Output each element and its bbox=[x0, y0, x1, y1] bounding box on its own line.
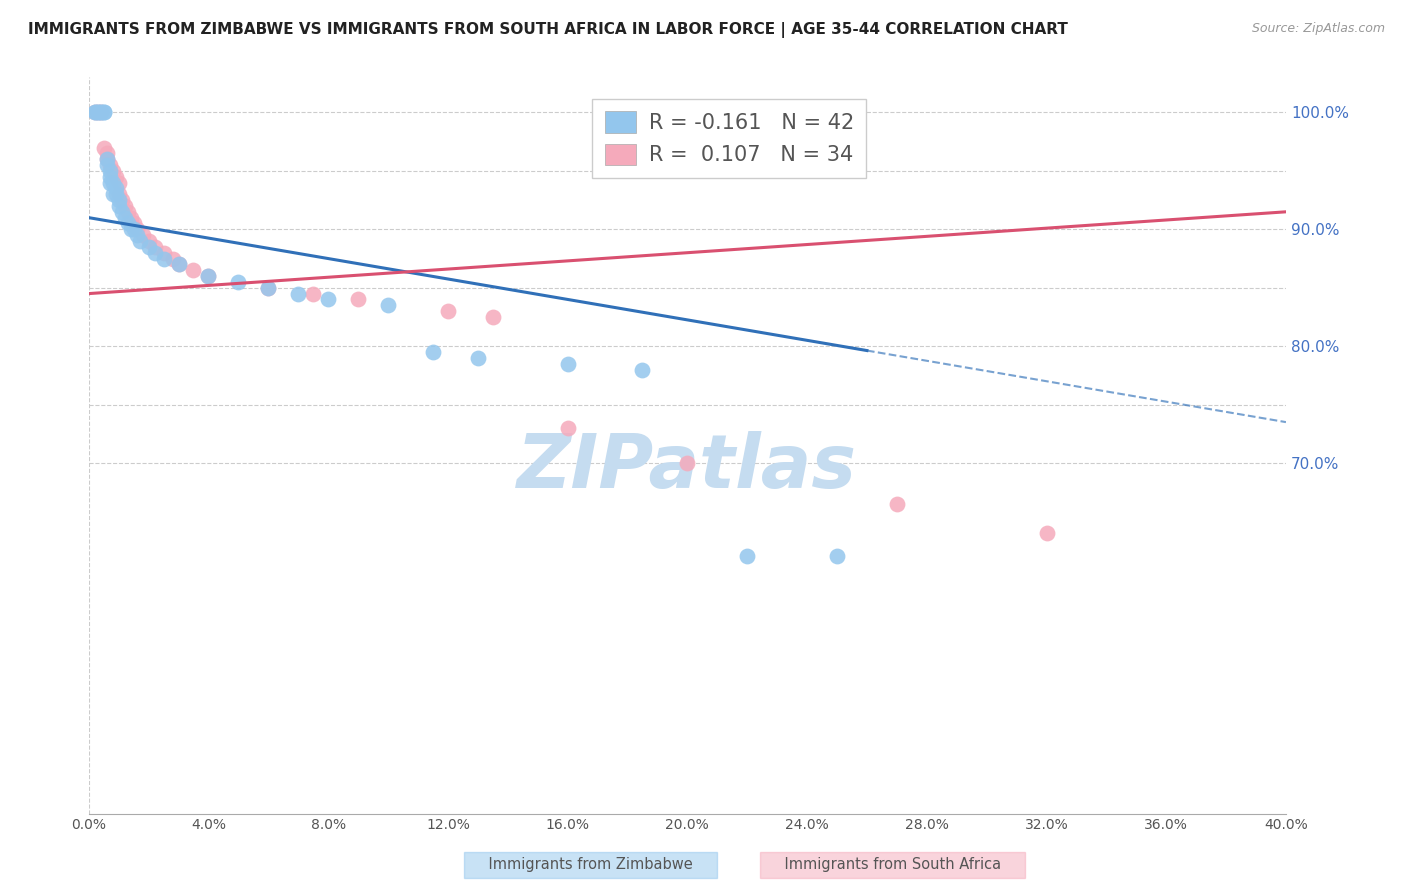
Point bbox=[437, 304, 460, 318]
Point bbox=[114, 199, 136, 213]
Point bbox=[104, 187, 127, 202]
Point bbox=[557, 421, 579, 435]
Point bbox=[197, 268, 219, 283]
Point bbox=[98, 169, 121, 184]
Point bbox=[83, 105, 105, 120]
Point bbox=[152, 245, 174, 260]
Point bbox=[87, 105, 110, 120]
Point bbox=[152, 252, 174, 266]
Point bbox=[257, 281, 280, 295]
Point bbox=[107, 199, 129, 213]
Point bbox=[481, 310, 503, 324]
Point bbox=[422, 345, 444, 359]
Point bbox=[825, 549, 848, 564]
Point bbox=[87, 105, 110, 120]
Point bbox=[138, 234, 160, 248]
Point bbox=[101, 187, 124, 202]
Point bbox=[183, 263, 205, 277]
Point bbox=[101, 176, 124, 190]
Point bbox=[101, 164, 124, 178]
Point bbox=[117, 217, 139, 231]
Point bbox=[107, 193, 129, 207]
Point bbox=[143, 245, 166, 260]
Text: ZIPatlas: ZIPatlas bbox=[517, 431, 858, 504]
Point bbox=[96, 158, 118, 172]
Point bbox=[228, 275, 250, 289]
Point bbox=[197, 268, 219, 283]
Point bbox=[114, 211, 136, 225]
Point bbox=[111, 204, 134, 219]
Point bbox=[631, 362, 654, 376]
Point bbox=[96, 153, 118, 167]
Legend: R = -0.161   N = 42, R =  0.107   N = 34: R = -0.161 N = 42, R = 0.107 N = 34 bbox=[592, 99, 866, 178]
Point bbox=[162, 252, 184, 266]
Point bbox=[83, 105, 105, 120]
Point bbox=[120, 211, 142, 225]
Point bbox=[257, 281, 280, 295]
Point bbox=[83, 105, 105, 120]
Point bbox=[167, 257, 190, 271]
Point bbox=[467, 351, 489, 365]
Point bbox=[96, 146, 118, 161]
Text: Source: ZipAtlas.com: Source: ZipAtlas.com bbox=[1251, 22, 1385, 36]
Point bbox=[93, 140, 115, 154]
Point bbox=[93, 105, 115, 120]
Point bbox=[107, 187, 129, 202]
Point bbox=[125, 228, 148, 243]
Point bbox=[676, 456, 699, 470]
Point bbox=[128, 234, 150, 248]
Point bbox=[90, 105, 112, 120]
Point bbox=[104, 181, 127, 195]
Point bbox=[96, 153, 118, 167]
Point bbox=[167, 257, 190, 271]
Point bbox=[111, 193, 134, 207]
Point bbox=[125, 222, 148, 236]
Point bbox=[90, 105, 112, 120]
Point bbox=[98, 158, 121, 172]
Point bbox=[131, 228, 153, 243]
Point bbox=[886, 497, 908, 511]
Point bbox=[104, 169, 127, 184]
Text: IMMIGRANTS FROM ZIMBABWE VS IMMIGRANTS FROM SOUTH AFRICA IN LABOR FORCE | AGE 35: IMMIGRANTS FROM ZIMBABWE VS IMMIGRANTS F… bbox=[28, 22, 1069, 38]
Point bbox=[1035, 526, 1057, 541]
Point bbox=[143, 240, 166, 254]
Point bbox=[107, 176, 129, 190]
Point bbox=[122, 222, 145, 236]
Point bbox=[90, 105, 112, 120]
Point bbox=[347, 293, 370, 307]
Text: Immigrants from Zimbabwe: Immigrants from Zimbabwe bbox=[470, 857, 711, 872]
Point bbox=[377, 298, 399, 312]
Point bbox=[557, 357, 579, 371]
Point bbox=[316, 293, 339, 307]
Text: Immigrants from South Africa: Immigrants from South Africa bbox=[766, 857, 1019, 872]
Point bbox=[98, 176, 121, 190]
Point bbox=[302, 286, 325, 301]
Point bbox=[287, 286, 309, 301]
Point bbox=[93, 105, 115, 120]
Point bbox=[120, 222, 142, 236]
Point bbox=[87, 105, 110, 120]
Point bbox=[138, 240, 160, 254]
Point bbox=[98, 164, 121, 178]
Point bbox=[735, 549, 758, 564]
Point bbox=[117, 204, 139, 219]
Point bbox=[122, 217, 145, 231]
